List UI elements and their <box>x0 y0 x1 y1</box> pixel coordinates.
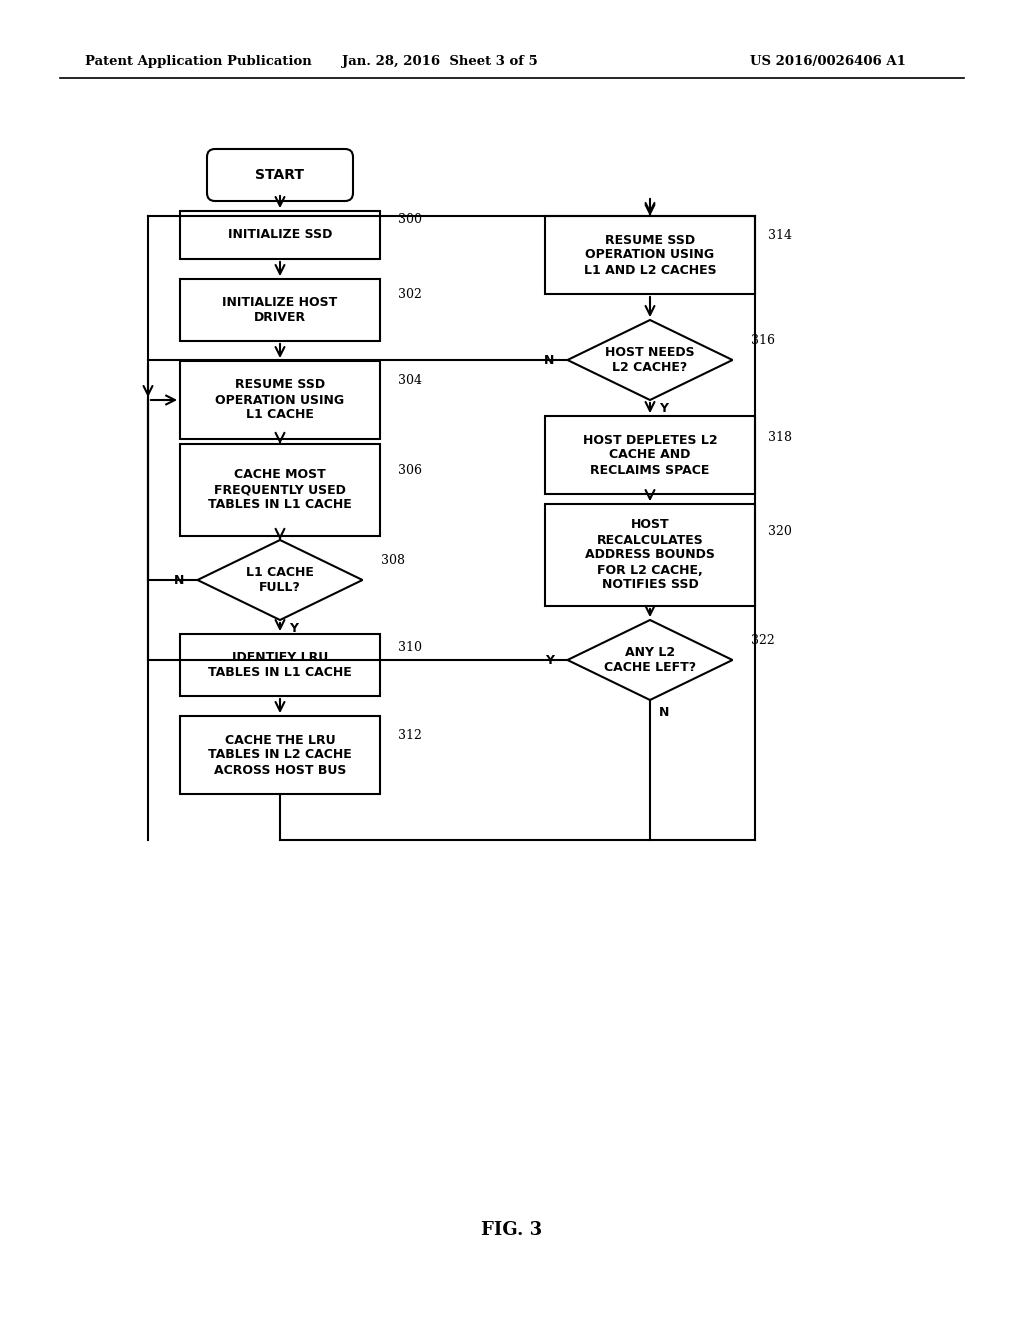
Text: Y: Y <box>659 401 669 414</box>
Text: 302: 302 <box>398 288 422 301</box>
Polygon shape <box>198 540 362 620</box>
Text: N: N <box>545 354 555 367</box>
Text: 322: 322 <box>751 634 774 647</box>
Text: HOST NEEDS
L2 CACHE?: HOST NEEDS L2 CACHE? <box>605 346 695 374</box>
Text: START: START <box>256 168 304 182</box>
Text: CACHE THE LRU
TABLES IN L2 CACHE
ACROSS HOST BUS: CACHE THE LRU TABLES IN L2 CACHE ACROSS … <box>208 734 352 776</box>
Text: RESUME SSD
OPERATION USING
L1 AND L2 CACHES: RESUME SSD OPERATION USING L1 AND L2 CAC… <box>584 234 717 276</box>
FancyBboxPatch shape <box>180 279 380 341</box>
Text: INITIALIZE HOST
DRIVER: INITIALIZE HOST DRIVER <box>222 296 338 323</box>
Text: ANY L2
CACHE LEFT?: ANY L2 CACHE LEFT? <box>604 645 696 675</box>
Text: Y: Y <box>545 653 554 667</box>
Text: 320: 320 <box>768 525 792 539</box>
Text: 300: 300 <box>398 213 422 226</box>
Text: HOST
RECALCULATES
ADDRESS BOUNDS
FOR L2 CACHE,
NOTIFIES SSD: HOST RECALCULATES ADDRESS BOUNDS FOR L2 … <box>585 519 715 591</box>
Text: L1 CACHE
FULL?: L1 CACHE FULL? <box>246 566 314 594</box>
Text: FIG. 3: FIG. 3 <box>481 1221 543 1239</box>
Text: INITIALIZE SSD: INITIALIZE SSD <box>227 228 332 242</box>
Text: Jan. 28, 2016  Sheet 3 of 5: Jan. 28, 2016 Sheet 3 of 5 <box>342 55 538 69</box>
Text: HOST DEPLETES L2
CACHE AND
RECLAIMS SPACE: HOST DEPLETES L2 CACHE AND RECLAIMS SPAC… <box>583 433 718 477</box>
Polygon shape <box>567 319 732 400</box>
Text: 308: 308 <box>381 554 404 568</box>
Text: CACHE MOST
FREQUENTLY USED
TABLES IN L1 CACHE: CACHE MOST FREQUENTLY USED TABLES IN L1 … <box>208 469 352 511</box>
Text: 318: 318 <box>768 432 792 444</box>
FancyBboxPatch shape <box>180 634 380 696</box>
FancyBboxPatch shape <box>545 416 755 494</box>
Text: 316: 316 <box>751 334 774 347</box>
Text: US 2016/0026406 A1: US 2016/0026406 A1 <box>750 55 906 69</box>
Polygon shape <box>567 620 732 700</box>
FancyBboxPatch shape <box>180 360 380 440</box>
Text: 312: 312 <box>398 729 422 742</box>
Text: 314: 314 <box>768 228 792 242</box>
Text: RESUME SSD
OPERATION USING
L1 CACHE: RESUME SSD OPERATION USING L1 CACHE <box>215 379 344 421</box>
FancyBboxPatch shape <box>545 216 755 294</box>
Text: Patent Application Publication: Patent Application Publication <box>85 55 311 69</box>
FancyBboxPatch shape <box>180 444 380 536</box>
Text: N: N <box>658 705 670 718</box>
Text: IDENTIFY LRU
TABLES IN L1 CACHE: IDENTIFY LRU TABLES IN L1 CACHE <box>208 651 352 678</box>
FancyBboxPatch shape <box>207 149 353 201</box>
FancyBboxPatch shape <box>180 715 380 795</box>
Text: N: N <box>174 573 184 586</box>
FancyBboxPatch shape <box>545 504 755 606</box>
Text: 310: 310 <box>398 642 422 653</box>
Text: 306: 306 <box>398 465 422 477</box>
Text: Y: Y <box>290 622 299 635</box>
Text: 304: 304 <box>398 374 422 387</box>
FancyBboxPatch shape <box>180 211 380 259</box>
